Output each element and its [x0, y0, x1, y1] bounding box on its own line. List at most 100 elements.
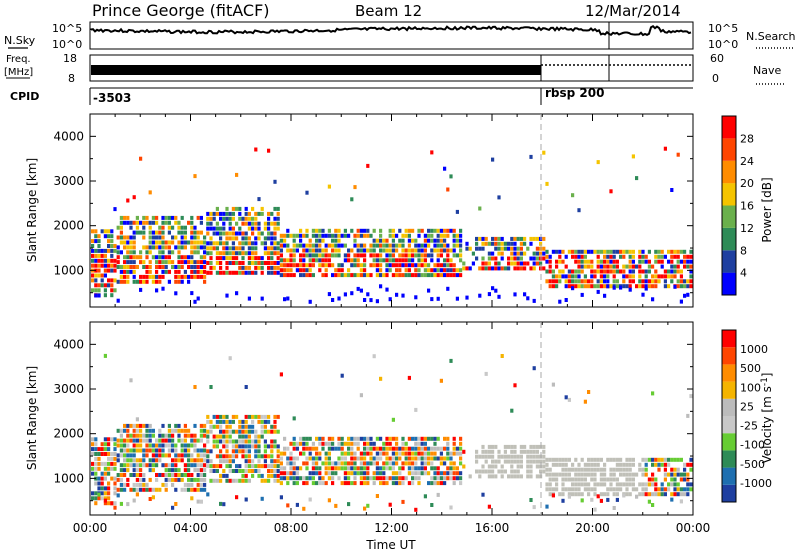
scatter-cell	[580, 482, 584, 487]
scatter-cell	[289, 451, 293, 456]
scatter-cell	[158, 250, 162, 255]
scatter-cell	[132, 195, 136, 200]
scatter-cell	[241, 473, 245, 478]
scatter-cell	[180, 448, 184, 453]
scatter-cell	[199, 487, 203, 492]
scatter-cell	[219, 256, 223, 261]
scatter-cell	[283, 446, 287, 451]
scatter-cell	[423, 436, 427, 441]
scatter-cell	[372, 481, 376, 486]
scatter-cell	[145, 265, 149, 269]
y-tick-label: 4000	[53, 337, 84, 351]
scatter-cell	[516, 251, 520, 256]
scatter-cell	[401, 451, 405, 456]
scatter-cell	[126, 250, 130, 255]
scatter-cell	[145, 274, 149, 279]
scatter-cell	[158, 458, 162, 463]
scatter-cell	[516, 474, 520, 479]
scatter-cell	[171, 477, 175, 482]
scatter-cell	[139, 487, 143, 492]
scatter-cell	[622, 274, 626, 279]
scatter-cell	[331, 238, 335, 243]
scatter-cell	[353, 476, 357, 481]
noise-right-tick-top: 10^5	[708, 22, 738, 35]
scatter-cell	[542, 469, 546, 474]
scatter-cell	[321, 228, 325, 233]
scatter-cell	[107, 248, 111, 253]
scatter-cell	[340, 373, 344, 378]
scatter-cell	[311, 258, 315, 263]
scatter-cell	[587, 279, 591, 284]
scatter-cell	[132, 230, 136, 235]
scatter-cell	[343, 258, 347, 263]
scatter-cell	[257, 419, 261, 424]
scatter-cell	[411, 481, 415, 486]
scatter-cell	[567, 457, 571, 462]
scatter-cell	[225, 246, 229, 251]
scatter-cell	[641, 249, 645, 254]
scatter-cell	[443, 243, 447, 248]
scatter-cell	[391, 233, 395, 238]
scatter-cell	[222, 414, 226, 419]
scatter-cell	[289, 456, 293, 461]
scatter-cell	[430, 228, 434, 233]
scatter-cell	[193, 443, 197, 448]
scatter-cell	[254, 439, 258, 444]
scatter-cell	[497, 246, 501, 251]
scatter-cell	[161, 274, 165, 279]
scatter-cell	[526, 449, 530, 454]
cpid-program-2: rbsp 200	[545, 86, 604, 100]
scatter-cell	[311, 481, 315, 486]
scatter-cell	[110, 288, 114, 293]
scatter-cell	[212, 424, 216, 429]
scatter-cell	[107, 456, 111, 461]
scatter-cell	[107, 239, 111, 244]
scatter-cell	[475, 246, 479, 251]
scatter-cell	[555, 259, 559, 264]
scatter-cell	[231, 449, 235, 454]
scatter-cell	[177, 269, 181, 274]
scatter-cell	[494, 256, 498, 261]
scatter-cell	[404, 273, 408, 278]
scatter-cell	[347, 471, 351, 476]
scatter-cell	[123, 265, 127, 269]
scatter-cell	[372, 243, 376, 248]
scatter-cell	[231, 231, 235, 236]
scatter-cell	[139, 473, 143, 477]
scatter-cell	[651, 462, 655, 467]
scatter-cell	[139, 468, 143, 473]
scatter-cell	[427, 263, 431, 268]
scatter-cell	[555, 279, 559, 284]
scatter-cell	[478, 236, 482, 241]
scatter-cell	[337, 436, 341, 441]
scatter-cell	[254, 434, 258, 439]
scatter-cell	[145, 463, 149, 468]
scatter-cell	[283, 476, 287, 481]
scatter-cell	[340, 466, 344, 471]
scatter-cell	[366, 292, 370, 297]
scatter-cell	[359, 393, 363, 398]
scatter-cell	[363, 481, 367, 486]
scatter-cell	[148, 433, 152, 438]
scatter-cell	[334, 228, 338, 233]
scatter-cell	[372, 253, 376, 258]
scatter-cell	[100, 496, 104, 501]
scatter-cell	[132, 274, 136, 279]
scatter-cell	[273, 469, 277, 473]
scatter-cell	[103, 466, 107, 471]
scatter-cell	[94, 466, 98, 471]
scatter-cell	[116, 225, 120, 230]
scatter-cell	[577, 269, 581, 274]
scatter-cell	[119, 235, 123, 240]
scatter-cell	[270, 231, 274, 236]
scatter-cell	[340, 456, 344, 461]
scatter-cell	[689, 254, 693, 259]
scatter-cell	[670, 269, 674, 274]
scatter-cell	[587, 259, 591, 264]
scatter-cell	[452, 233, 456, 238]
scatter-cell	[286, 258, 290, 263]
scatter-cell	[171, 265, 175, 269]
scatter-cell	[667, 249, 671, 254]
y-tick-label: 2000	[53, 427, 84, 441]
scatter-cell	[279, 268, 283, 273]
